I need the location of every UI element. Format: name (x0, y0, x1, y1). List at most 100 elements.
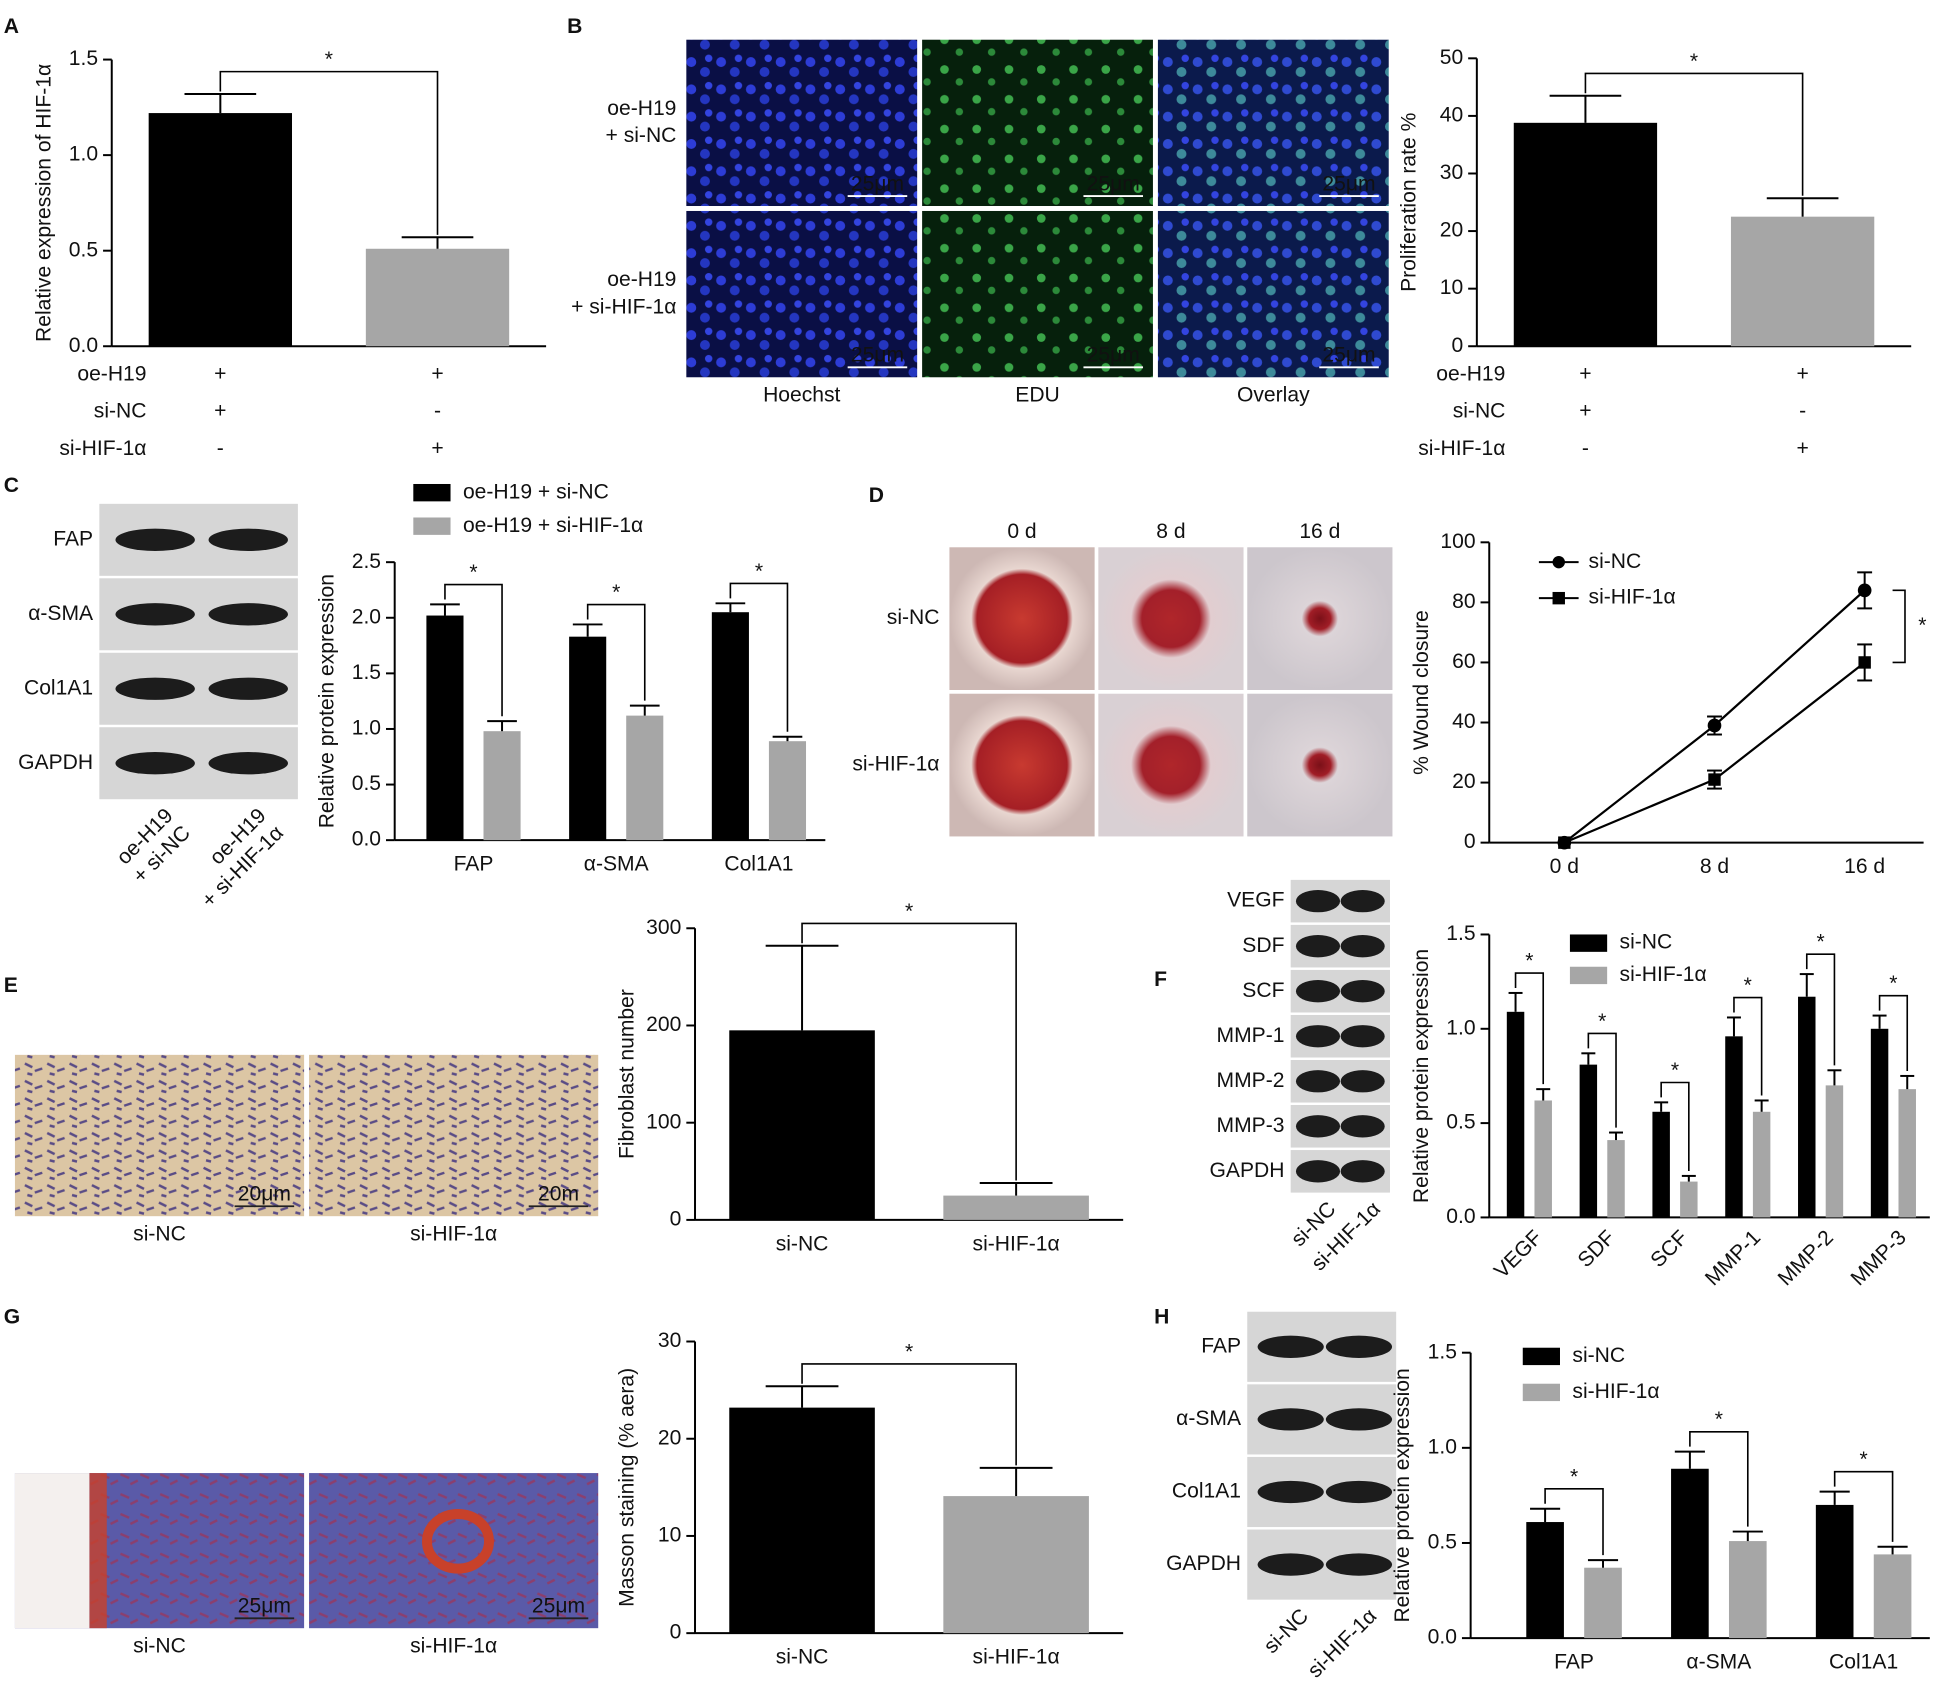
significance-bracket (1878, 994, 1909, 1071)
blot-band (115, 677, 195, 700)
protein-label: Col1A1 (24, 676, 93, 699)
bar (1752, 1111, 1771, 1218)
x-tick-label: si-NC (776, 1646, 829, 1669)
protein-label: MMP-1 (1217, 1024, 1285, 1047)
blot-band (115, 528, 195, 552)
micrograph (922, 210, 1153, 378)
column-label: si-HIF-1α (410, 1634, 497, 1657)
protein-label: Col1A1 (1172, 1480, 1241, 1503)
blot-band (1257, 1408, 1324, 1431)
bar (1798, 996, 1816, 1218)
micrograph (1157, 39, 1389, 207)
significance-bracket (586, 603, 646, 701)
y-tick-label: 10 (658, 1524, 681, 1547)
panel-letter: A (4, 15, 19, 38)
x-tick-label: FAP (1554, 1651, 1594, 1674)
bar (943, 1195, 1089, 1220)
blot-band (1340, 1115, 1385, 1138)
condition-sign: + (214, 400, 226, 423)
y-tick-label: 50 (1440, 46, 1463, 69)
protein-label: α-SMA (1176, 1407, 1242, 1430)
significance-label: * (905, 1340, 913, 1363)
significance-bracket (801, 1363, 1017, 1466)
protein-label: GAPDH (1166, 1552, 1241, 1575)
x-tick-label: MMP-1 (1701, 1226, 1765, 1290)
blot-band (1340, 1070, 1385, 1093)
condition-label: oe-H19 (1436, 362, 1505, 385)
significance-label: * (1817, 931, 1825, 954)
condition-sign: + (1579, 400, 1591, 423)
x-tick-label: Col1A1 (1829, 1651, 1898, 1674)
blot-band (1340, 889, 1385, 913)
scale-bar-label: 20m (538, 1183, 579, 1206)
y-tick-label: 0.0 (1446, 1205, 1475, 1228)
condition-sign: + (431, 362, 443, 385)
point (1558, 836, 1571, 849)
tissue-edge (89, 1473, 107, 1629)
significance-label: * (612, 581, 620, 604)
x-tick-label: α-SMA (584, 853, 650, 876)
point (1857, 583, 1872, 598)
blot-band (1340, 1025, 1385, 1048)
y-axis-label: Relative protein expression (1410, 949, 1433, 1203)
column-label: 0 d (1007, 520, 1036, 543)
x-tick-label: VEGF (1490, 1226, 1547, 1283)
protein-label: SCF (1242, 979, 1284, 1002)
significance-label: * (1744, 974, 1752, 997)
blot-band (115, 752, 195, 775)
legend-label: si-HIF-1α (1620, 963, 1707, 986)
micrograph (686, 39, 918, 207)
y-tick-label: 0 (1451, 334, 1463, 357)
micrograph (1157, 210, 1389, 378)
x-tick-label: MMP-2 (1774, 1226, 1838, 1290)
column-label: Hoechst (763, 383, 840, 406)
column-label: si-HIF-1α (410, 1222, 497, 1245)
condition-sign: - (1799, 400, 1806, 423)
condition-sign: + (1579, 362, 1591, 385)
significance-bracket (1587, 1032, 1617, 1128)
blot-band (1257, 1480, 1324, 1504)
blot-band (1295, 889, 1341, 913)
condition-label: si-NC (94, 400, 147, 423)
y-tick-label: 1.0 (69, 143, 98, 166)
micrograph (949, 547, 1095, 690)
bar (1728, 1541, 1767, 1639)
y-axis-label: Fibroblast number (616, 989, 639, 1159)
protein-label: VEGF (1227, 889, 1285, 912)
condition-sign: + (431, 437, 443, 460)
x-tick-label: 0 d (1550, 855, 1579, 878)
scale-bar-label: 25μm (238, 1595, 291, 1618)
significance-bracket (729, 582, 789, 732)
protein-label: FAP (53, 527, 93, 550)
significance-label: * (469, 561, 477, 584)
blot-band (1340, 935, 1385, 958)
protein-label: MMP-2 (1217, 1069, 1285, 1092)
bar (768, 741, 807, 841)
y-tick-label: 1.0 (1446, 1016, 1475, 1039)
y-tick-label: 100 (1440, 530, 1475, 553)
panel-letter: C (4, 474, 19, 497)
lane-label: si-NC (1260, 1605, 1314, 1659)
significance-label: * (755, 560, 763, 583)
y-axis-label: Relative protein expression (1391, 1368, 1414, 1622)
condition-sign: + (214, 362, 226, 385)
bar (1725, 1036, 1743, 1218)
y-axis-label: % Wound closure (1410, 610, 1433, 775)
scale-bar-label: 25μm (1087, 344, 1140, 367)
blot-band (1325, 1480, 1393, 1504)
micrograph (949, 693, 1095, 837)
scale-bar-label: 25μm (851, 172, 904, 195)
significance-bracket (1833, 1470, 1894, 1542)
y-tick-label: 1.5 (69, 47, 98, 70)
bar (1898, 1089, 1916, 1218)
scale-bar-label: 25μm (851, 344, 904, 367)
bar (1652, 1111, 1670, 1218)
blot-band (208, 677, 288, 700)
bar (569, 636, 607, 841)
micrograph (309, 1054, 599, 1217)
significance-bracket (1733, 996, 1763, 1096)
bar (1825, 1085, 1844, 1218)
bar (1506, 1011, 1525, 1218)
y-tick-label: 80 (1452, 590, 1475, 613)
blot-band (1295, 1025, 1341, 1048)
